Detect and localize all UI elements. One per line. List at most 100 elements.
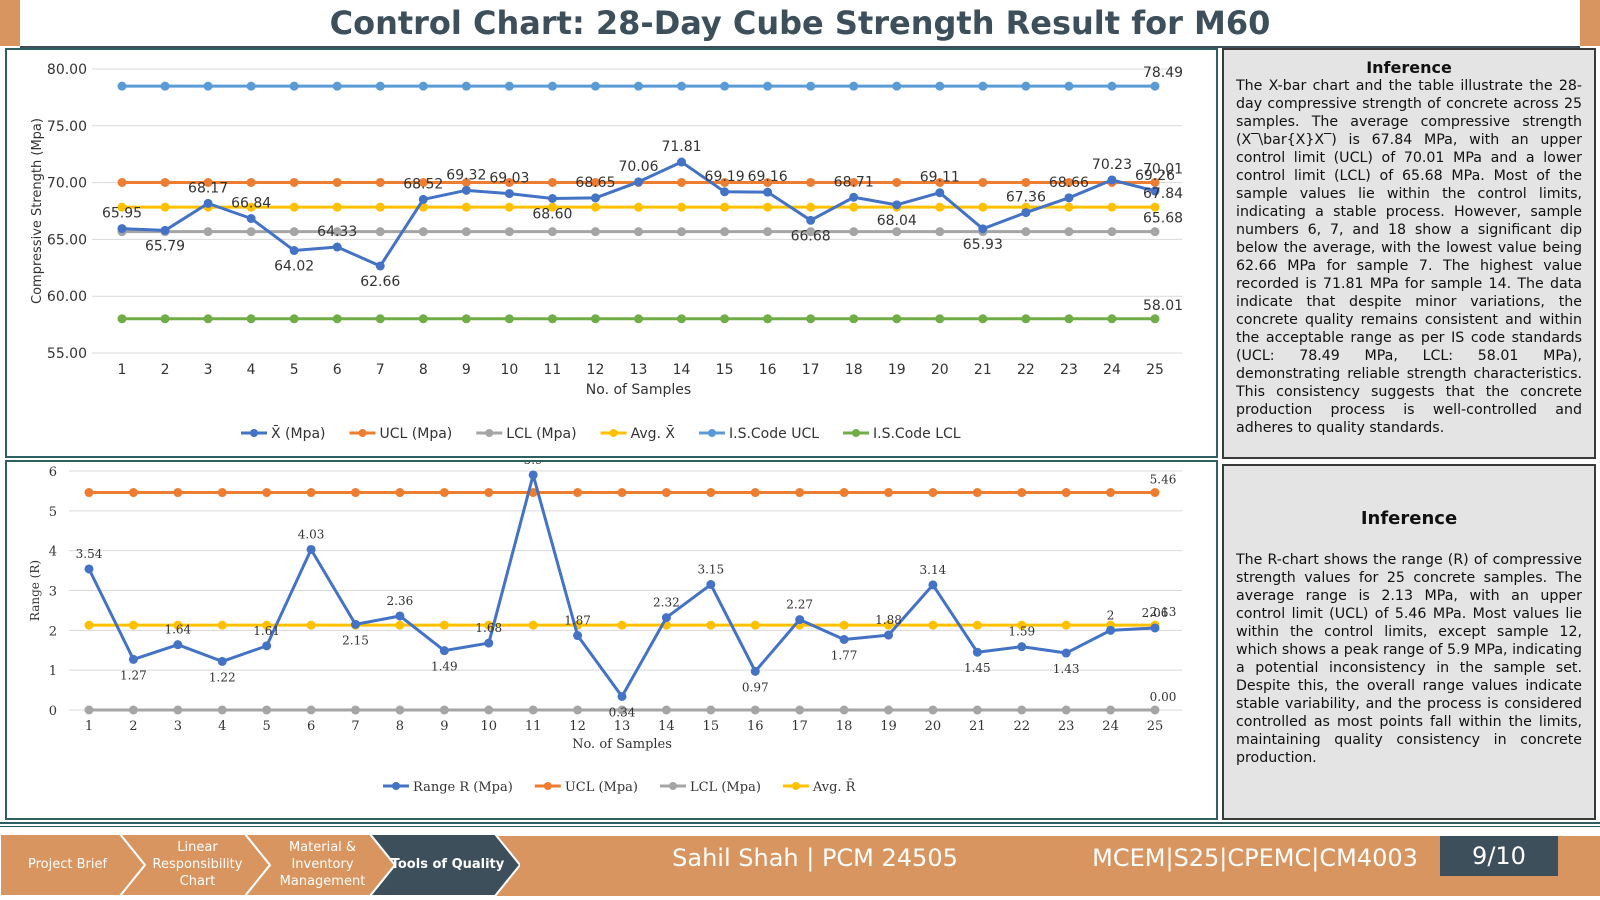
limit-value-label: 0.00 — [1150, 690, 1177, 704]
data-point — [395, 705, 405, 715]
data-point — [806, 314, 816, 324]
data-point — [935, 81, 945, 91]
y-tick-label: 5 — [49, 505, 57, 520]
data-point — [528, 705, 538, 715]
data-label: 66.68 — [791, 228, 831, 244]
limit-value-label: 58.01 — [1143, 298, 1183, 314]
data-point — [351, 619, 360, 629]
x-tick-label: 21 — [974, 362, 992, 378]
data-label: 68.66 — [1049, 175, 1089, 191]
data-label: 1.88 — [875, 613, 902, 627]
data-point — [375, 81, 385, 91]
data-point — [418, 227, 428, 237]
data-label: 2 — [1107, 608, 1115, 622]
nav-tools-of-quality[interactable]: Tools of Quality — [390, 856, 505, 872]
data-point — [806, 215, 816, 225]
x-tick-label: 2 — [161, 362, 170, 378]
x-tick-label: 13 — [630, 362, 648, 378]
data-point — [528, 620, 538, 630]
data-point — [1150, 623, 1160, 633]
data-point — [677, 157, 687, 167]
data-point — [306, 620, 316, 630]
data-point — [128, 705, 138, 715]
data-label: 68.17 — [188, 180, 228, 196]
data-point — [1106, 625, 1116, 635]
x-tick-label: 24 — [1103, 362, 1121, 378]
data-point — [706, 620, 716, 630]
data-point — [839, 634, 849, 644]
data-point — [173, 640, 183, 650]
data-point — [306, 488, 316, 498]
data-point — [289, 81, 299, 91]
x-tick-label: 16 — [759, 362, 777, 378]
data-point — [1150, 202, 1160, 212]
data-point — [720, 81, 730, 91]
x-tick-label: 1 — [118, 362, 127, 378]
data-point — [634, 81, 643, 91]
data-label: 3.54 — [76, 547, 103, 561]
x-tick-label: 25 — [1147, 719, 1164, 734]
data-point — [1106, 705, 1116, 715]
y-tick-label: 80.00 — [47, 62, 87, 78]
data-point — [1150, 488, 1160, 498]
legend-marker — [791, 782, 800, 790]
x-tick-label: 4 — [218, 719, 226, 734]
data-point — [504, 177, 514, 187]
data-point — [332, 202, 342, 212]
data-point — [246, 177, 256, 187]
data-point — [928, 705, 938, 715]
data-label: 0.34 — [609, 705, 636, 719]
data-point — [128, 488, 138, 498]
data-point — [395, 611, 405, 621]
data-label: 0.97 — [742, 680, 769, 694]
nav-project-brief[interactable]: Project Brief — [27, 856, 108, 872]
data-label: 65.95 — [102, 206, 142, 222]
data-label: 67.36 — [1006, 190, 1046, 206]
data-label: 3.14 — [920, 563, 947, 577]
x-tick-label: 5 — [263, 719, 271, 734]
data-point — [1064, 314, 1074, 324]
data-point — [763, 177, 773, 187]
legend-marker — [250, 429, 258, 437]
data-point — [935, 177, 945, 187]
inference-text: The X-bar chart and the table illustrate… — [1236, 78, 1582, 436]
data-point — [806, 177, 816, 187]
data-point — [439, 646, 449, 656]
data-point — [763, 227, 773, 237]
course-code: MCEM|S25|CPEMC|CM4003 — [1092, 844, 1418, 872]
data-point — [590, 227, 600, 237]
nav-material-inventory[interactable]: Material & Inventory Management — [279, 839, 366, 889]
data-point — [849, 81, 859, 91]
legend-marker — [392, 782, 400, 790]
data-point — [978, 314, 988, 324]
limit-value-label: 70.01 — [1143, 161, 1183, 177]
x-tick-label: 17 — [791, 719, 808, 734]
legend-marker — [707, 429, 716, 437]
data-point — [978, 224, 988, 234]
footer-nav-chevrons — [0, 834, 520, 896]
data-point — [849, 202, 859, 212]
data-point — [160, 177, 170, 187]
data-point — [439, 620, 449, 630]
x-tick-label: 5 — [290, 362, 299, 378]
limit-value-label: 67.84 — [1143, 186, 1183, 202]
data-point — [262, 705, 272, 715]
data-point — [806, 202, 816, 212]
data-point — [892, 177, 902, 187]
author-name: Sahil Shah | PCM 24505 — [672, 844, 958, 872]
data-point — [173, 488, 183, 498]
data-point — [306, 544, 316, 554]
data-point — [935, 314, 945, 324]
data-point — [935, 188, 945, 198]
data-point — [590, 177, 600, 187]
x-tick-label: 3 — [174, 719, 182, 734]
data-point — [573, 631, 583, 641]
data-label: 62.66 — [360, 274, 400, 290]
x-tick-label: 4 — [247, 362, 256, 378]
data-point — [720, 187, 730, 197]
data-label: 1.68 — [475, 621, 502, 635]
legend-label: X̄ (Mpa) — [271, 424, 326, 442]
nav-linear-responsibility-chart[interactable]: Linear Responsibility Chart — [152, 839, 243, 889]
data-point — [1107, 202, 1117, 212]
